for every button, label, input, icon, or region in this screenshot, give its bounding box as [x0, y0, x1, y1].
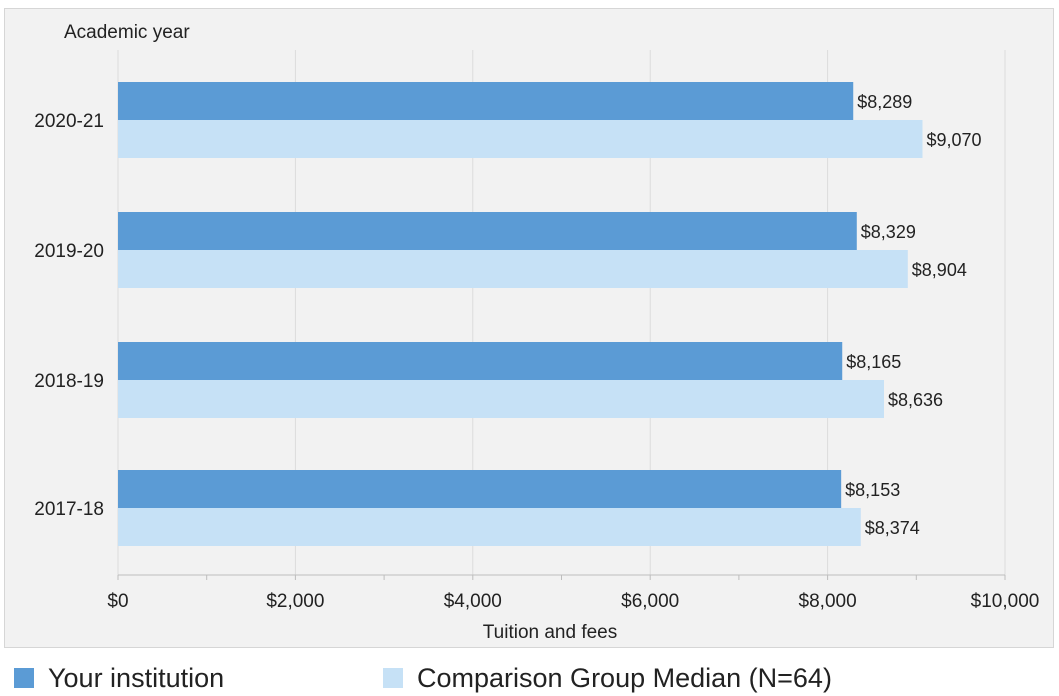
bar-your-institution — [118, 82, 854, 120]
y-axis-title: Academic year — [64, 22, 190, 43]
bar-comparison-median — [118, 508, 861, 546]
x-tick-labels: $0 $2,000 $4,000 $6,000 $8,000 $10,000 — [107, 591, 1039, 612]
bar-your-institution — [118, 212, 857, 250]
bar-chart: $8,289 $9,070 $8,329 $8,904 $8,165 $8,636 $8,1… — [34, 22, 1039, 643]
x-axis-title: Tuition and fees — [483, 622, 618, 643]
y-tick-label: 2017-18 — [34, 499, 104, 520]
legend-label-your-institution: Your institution — [48, 662, 225, 693]
bars — [118, 82, 923, 546]
x-tick-label: $2,000 — [266, 591, 324, 612]
x-tick-label: $6,000 — [621, 591, 679, 612]
bar-comparison-median — [118, 380, 885, 418]
legend-item-comparison-median: Comparison Group Median (N=64) — [383, 660, 832, 696]
data-label: $8,329 — [861, 222, 916, 242]
legend-item-your-institution: Your institution — [14, 660, 224, 696]
data-label: $9,070 — [927, 130, 982, 150]
y-tick-label: 2018-19 — [34, 371, 104, 392]
bar-comparison-median — [118, 120, 923, 158]
legend-swatch-your-institution — [14, 668, 34, 688]
x-tick-label: $0 — [107, 591, 128, 612]
data-label: $8,289 — [857, 92, 912, 112]
data-label: $8,904 — [912, 260, 967, 280]
legend: Your institution Comparison Group Median… — [0, 650, 1059, 696]
x-tick-label: $8,000 — [799, 591, 857, 612]
y-tick-label: 2020-21 — [34, 111, 104, 132]
y-tick-label: 2019-20 — [34, 241, 104, 262]
data-label: $8,153 — [845, 480, 900, 500]
bar-comparison-median — [118, 250, 908, 288]
x-tick-label: $10,000 — [971, 591, 1040, 612]
data-label: $8,374 — [865, 518, 920, 538]
x-tick-label: $4,000 — [444, 591, 502, 612]
data-label: $8,636 — [888, 390, 943, 410]
legend-label-comparison-median: Comparison Group Median (N=64) — [417, 662, 832, 693]
bar-your-institution — [118, 470, 842, 508]
legend-swatch-comparison-median — [383, 668, 403, 688]
bar-your-institution — [118, 342, 843, 380]
data-label: $8,165 — [846, 352, 901, 372]
data-labels: $8,289 $9,070 $8,329 $8,904 $8,165 $8,636 $8,1… — [845, 92, 981, 538]
y-tick-labels: 2020-21 2019-20 2018-19 2017-18 — [34, 111, 104, 520]
